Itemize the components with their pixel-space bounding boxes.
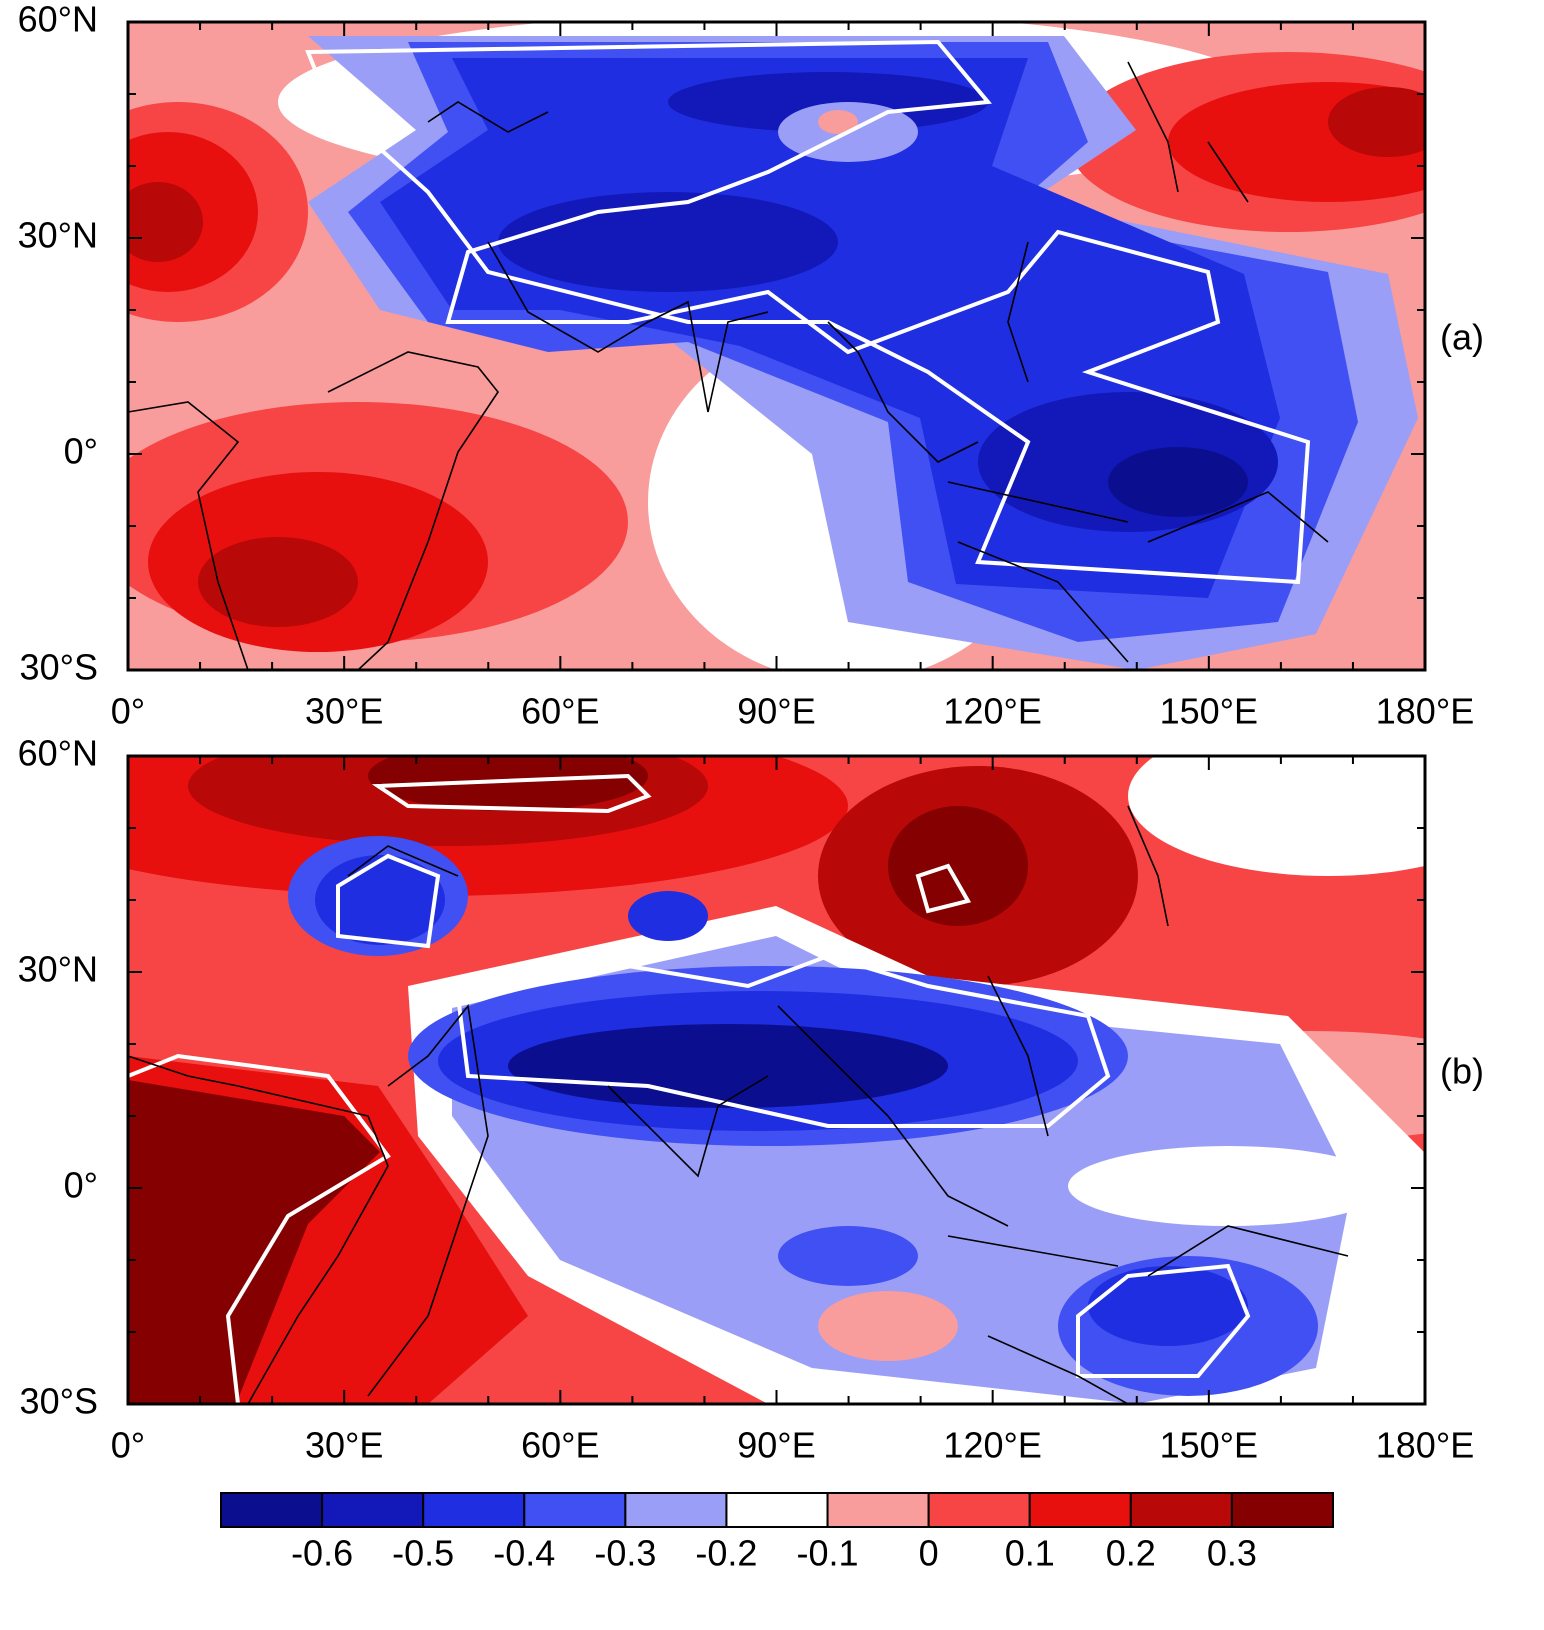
x-tick-label: 180°E [1376, 1425, 1474, 1466]
colorbar-box [1129, 1492, 1233, 1528]
y-tick-label: 30°N [18, 215, 98, 256]
y-tick-label: 30°S [20, 647, 98, 688]
x-tick-label: 60°E [521, 691, 599, 732]
x-tick-label: 30°E [305, 691, 383, 732]
x-tick-label: 150°E [1160, 1425, 1258, 1466]
colorbar-box [1028, 1492, 1132, 1528]
x-tick-label: 60°E [521, 1425, 599, 1466]
colorbar-label: 0 [919, 1533, 939, 1574]
x-tick-label: 180°E [1376, 691, 1474, 732]
x-tick-label: 120°E [943, 1425, 1041, 1466]
colorbar-box [321, 1492, 425, 1528]
colorbar-box [1230, 1492, 1334, 1528]
colorbar-box [523, 1492, 627, 1528]
colorbar-label: -0.1 [797, 1533, 859, 1574]
y-tick-label: 60°N [18, 0, 98, 40]
colorbar-box [725, 1492, 829, 1528]
x-tick-label: 30°E [305, 1425, 383, 1466]
colorbar-box [624, 1492, 728, 1528]
colorbar-label: -0.5 [392, 1533, 454, 1574]
x-tick-label: 90°E [737, 691, 815, 732]
map-panel-b [128, 756, 1425, 1404]
y-tick-label: 0° [64, 431, 98, 472]
colorbar-label: -0.6 [291, 1533, 353, 1574]
x-tick-label: 0° [111, 691, 145, 732]
colorbar-label: -0.2 [695, 1533, 757, 1574]
colorbar-box [927, 1492, 1031, 1528]
colorbar-label: 0.2 [1106, 1533, 1156, 1574]
y-tick-label: 0° [64, 1165, 98, 1206]
y-tick-label: 30°N [18, 949, 98, 990]
x-tick-label: 0° [111, 1425, 145, 1466]
colorbar-box [422, 1492, 526, 1528]
colorbar-label: -0.4 [493, 1533, 555, 1574]
colorbar-label: -0.3 [594, 1533, 656, 1574]
colorbar-label: 0.1 [1005, 1533, 1055, 1574]
y-tick-label: 30°S [20, 1381, 98, 1422]
x-tick-label: 90°E [737, 1425, 815, 1466]
x-tick-label: 150°E [1160, 691, 1258, 732]
colorbar-label: 0.3 [1207, 1533, 1257, 1574]
x-tick-label: 120°E [943, 691, 1041, 732]
panel-label: (a) [1440, 317, 1484, 358]
colorbar-box [826, 1492, 930, 1528]
y-tick-label: 60°N [18, 733, 98, 774]
map-panel-a [128, 22, 1425, 670]
colorbar-box [220, 1492, 324, 1528]
panel-label: (b) [1440, 1051, 1484, 1092]
